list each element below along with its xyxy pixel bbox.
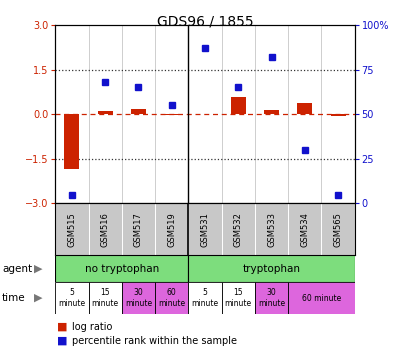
Text: 30
minute: 30 minute	[125, 288, 152, 308]
Bar	[221, 282, 254, 314]
Bar	[230, 97, 245, 114]
Text: GSM531: GSM531	[200, 212, 209, 247]
Bar	[55, 282, 88, 314]
Text: GSM532: GSM532	[233, 212, 242, 247]
Text: GSM533: GSM533	[266, 212, 275, 247]
Bar	[188, 255, 354, 282]
Bar	[121, 282, 155, 314]
Text: ▶: ▶	[34, 263, 43, 274]
Text: 5
minute: 5 minute	[58, 288, 85, 308]
Text: 15
minute: 15 minute	[92, 288, 119, 308]
Text: 5
minute: 5 minute	[191, 288, 218, 308]
Bar	[97, 111, 112, 114]
Bar	[164, 114, 179, 115]
Text: tryptophan: tryptophan	[242, 263, 300, 274]
Text: GSM516: GSM516	[101, 212, 110, 247]
Text: 60
minute: 60 minute	[158, 288, 185, 308]
Text: ■: ■	[57, 322, 68, 332]
Bar	[188, 282, 221, 314]
Bar	[297, 103, 312, 114]
Text: time: time	[2, 293, 26, 303]
Text: 30
minute: 30 minute	[257, 288, 284, 308]
Text: 15
minute: 15 minute	[224, 288, 251, 308]
Text: GSM534: GSM534	[299, 212, 308, 247]
Bar	[254, 282, 288, 314]
Text: log ratio: log ratio	[72, 322, 112, 332]
Bar	[131, 109, 146, 114]
Text: 60 minute: 60 minute	[301, 293, 340, 303]
Text: GSM515: GSM515	[67, 212, 76, 247]
Text: GDS96 / 1855: GDS96 / 1855	[156, 14, 253, 28]
Bar	[330, 114, 345, 116]
Text: no tryptophan: no tryptophan	[85, 263, 159, 274]
Text: ▶: ▶	[34, 293, 43, 303]
Text: GSM519: GSM519	[167, 212, 176, 247]
Text: percentile rank within the sample: percentile rank within the sample	[72, 336, 236, 346]
Bar	[288, 282, 354, 314]
Text: agent: agent	[2, 263, 32, 274]
Text: GSM517: GSM517	[134, 212, 143, 247]
Text: ■: ■	[57, 336, 68, 346]
Text: GSM565: GSM565	[333, 212, 342, 247]
Bar	[88, 282, 121, 314]
Bar	[64, 114, 79, 169]
Bar	[55, 255, 188, 282]
Bar	[263, 110, 278, 114]
Bar	[155, 282, 188, 314]
